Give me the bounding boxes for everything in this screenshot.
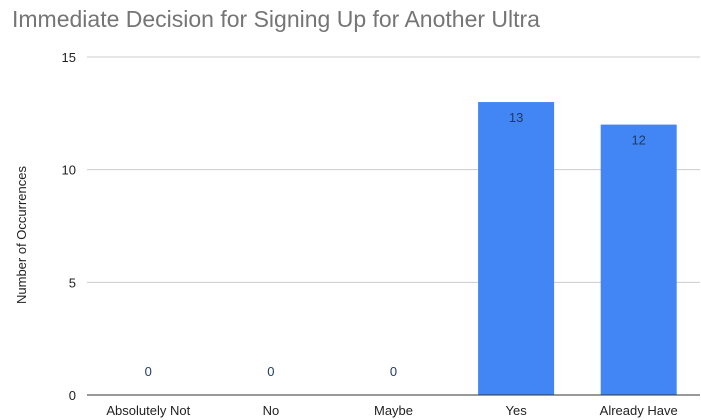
y-axis-ticks: 0 5 10 15: [62, 50, 76, 403]
x-tick-label: Maybe: [374, 403, 413, 418]
bar: [600, 124, 677, 395]
y-axis-label: Number of Occurrences: [14, 166, 29, 304]
data-labels: 0 0 0 13 12: [145, 110, 646, 379]
x-axis-ticks: Absolutely Not No Maybe Yes Already Have: [106, 403, 677, 418]
bars: [478, 102, 677, 396]
data-label: 12: [631, 133, 645, 148]
data-label: 0: [390, 364, 397, 379]
x-tick-label: Absolutely Not: [106, 403, 190, 418]
data-label: 0: [267, 364, 274, 379]
x-tick-label: Already Have: [600, 403, 678, 418]
y-tick-label: 5: [69, 275, 76, 290]
y-tick-label: 10: [62, 163, 76, 178]
y-tick-label: 0: [69, 388, 76, 403]
bar: [478, 102, 555, 396]
chart-title: Immediate Decision for Signing Up for An…: [12, 6, 540, 32]
y-tick-label: 15: [62, 50, 76, 65]
x-tick-label: No: [263, 403, 280, 418]
data-label: 13: [509, 110, 523, 125]
data-label: 0: [145, 364, 152, 379]
gridlines: [87, 56, 700, 283]
x-tick-label: Yes: [505, 403, 527, 418]
